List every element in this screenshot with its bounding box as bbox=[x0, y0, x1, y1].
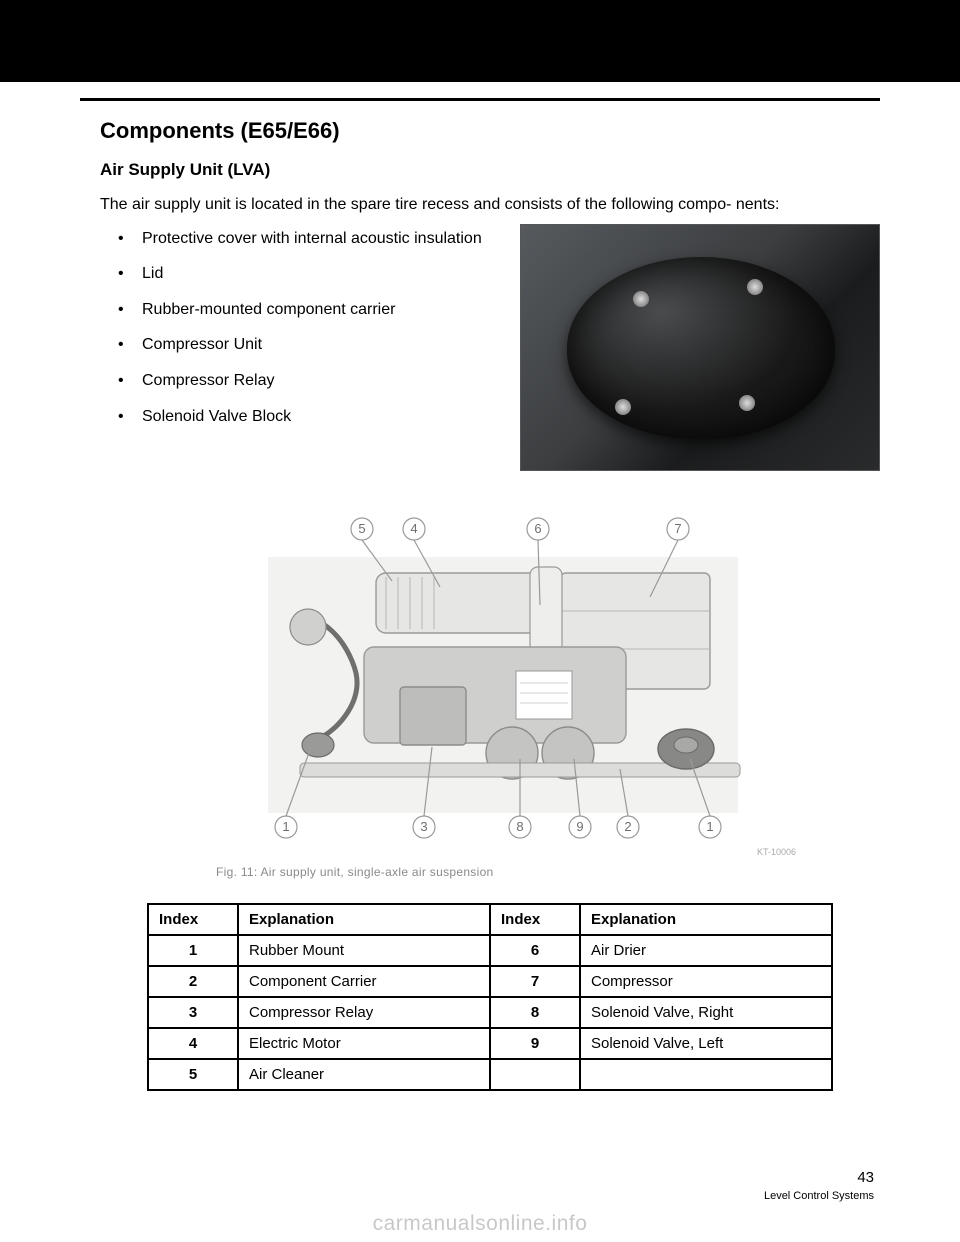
diagram-kt-code: KT-10006 bbox=[757, 847, 796, 857]
list-item: Compressor Unit bbox=[124, 334, 496, 356]
table-cell-explanation: Solenoid Valve, Right bbox=[580, 997, 832, 1028]
callout-number: 1 bbox=[282, 819, 289, 834]
table-cell-explanation: Electric Motor bbox=[238, 1028, 490, 1059]
top-rule bbox=[80, 98, 880, 101]
table-cell-index: 2 bbox=[148, 966, 238, 997]
table-row: 4Electric Motor9Solenoid Valve, Left bbox=[148, 1028, 832, 1059]
diagram-svg: 5 4 6 7 1 3 8 9 2 1 bbox=[180, 501, 800, 861]
page: Components (E65/E66) Air Supply Unit (LV… bbox=[0, 0, 960, 1242]
callout-number: 2 bbox=[624, 819, 631, 834]
callout-number: 1 bbox=[706, 819, 713, 834]
intro-paragraph: The air supply unit is located in the sp… bbox=[100, 194, 880, 216]
subsection-heading: Air Supply Unit (LVA) bbox=[100, 160, 880, 180]
table-row: 5Air Cleaner bbox=[148, 1059, 832, 1090]
table-cell-explanation: Component Carrier bbox=[238, 966, 490, 997]
index-table: Index Explanation Index Explanation 1Rub… bbox=[147, 903, 833, 1091]
photo-bolt-icon bbox=[739, 395, 755, 411]
table-cell-index bbox=[490, 1059, 580, 1090]
two-column-row: Protective cover with internal acoustic … bbox=[100, 224, 880, 471]
table-cell-index: 3 bbox=[148, 997, 238, 1028]
callout-number: 9 bbox=[576, 819, 583, 834]
callout-number: 7 bbox=[674, 521, 681, 536]
table-cell-explanation bbox=[580, 1059, 832, 1090]
page-footer-title: Level Control Systems bbox=[764, 1190, 874, 1202]
callout-number: 5 bbox=[358, 521, 365, 536]
bullet-list: Protective cover with internal acoustic … bbox=[100, 224, 496, 442]
content-area: Components (E65/E66) Air Supply Unit (LV… bbox=[100, 118, 880, 1091]
list-item: Protective cover with internal acoustic … bbox=[124, 228, 496, 250]
table-row: 1Rubber Mount6Air Drier bbox=[148, 935, 832, 966]
list-item: Solenoid Valve Block bbox=[124, 406, 496, 428]
diagram-caption: Fig. 11: Air supply unit, single-axle ai… bbox=[180, 865, 800, 879]
table-cell-index: 6 bbox=[490, 935, 580, 966]
table-cell-explanation: Air Drier bbox=[580, 935, 832, 966]
table-header-row: Index Explanation Index Explanation bbox=[148, 904, 832, 935]
top-black-bar bbox=[0, 0, 960, 82]
diagram-wrap: 5 4 6 7 1 3 8 9 2 1 KT-10006 Fig. 11: Air supply … bbox=[180, 501, 800, 879]
list-item: Lid bbox=[124, 263, 496, 285]
table-cell-index: 1 bbox=[148, 935, 238, 966]
photo-protective-cover bbox=[520, 224, 880, 471]
photo-bolt-icon bbox=[747, 279, 763, 295]
table-header: Index bbox=[148, 904, 238, 935]
table-cell-explanation: Solenoid Valve, Left bbox=[580, 1028, 832, 1059]
table-cell-index: 5 bbox=[148, 1059, 238, 1090]
table-cell-explanation: Air Cleaner bbox=[238, 1059, 490, 1090]
table-header: Explanation bbox=[238, 904, 490, 935]
callout-number: 3 bbox=[420, 819, 427, 834]
photo-bolt-icon bbox=[633, 291, 649, 307]
diagram-air-supply-unit: 5 4 6 7 1 3 8 9 2 1 KT-10006 bbox=[180, 501, 800, 861]
photo-bolt-icon bbox=[615, 399, 631, 415]
list-item: Compressor Relay bbox=[124, 370, 496, 392]
callout-number: 4 bbox=[410, 521, 417, 536]
photo-cover-shape bbox=[567, 257, 835, 439]
page-number: 43 bbox=[857, 1169, 874, 1186]
table-header: Explanation bbox=[580, 904, 832, 935]
table-row: 2Component Carrier7Compressor bbox=[148, 966, 832, 997]
section-heading: Components (E65/E66) bbox=[100, 118, 880, 144]
table-cell-explanation: Rubber Mount bbox=[238, 935, 490, 966]
table-cell-index: 9 bbox=[490, 1028, 580, 1059]
table-cell-index: 8 bbox=[490, 997, 580, 1028]
table-cell-index: 4 bbox=[148, 1028, 238, 1059]
table-cell-index: 7 bbox=[490, 966, 580, 997]
table-row: 3Compressor Relay8Solenoid Valve, Right bbox=[148, 997, 832, 1028]
table-cell-explanation: Compressor Relay bbox=[238, 997, 490, 1028]
callout-number: 8 bbox=[516, 819, 523, 834]
table-header: Index bbox=[490, 904, 580, 935]
callout-number: 6 bbox=[534, 521, 541, 536]
table-cell-explanation: Compressor bbox=[580, 966, 832, 997]
watermark: carmanualsonline.info bbox=[0, 1212, 960, 1236]
list-item: Rubber-mounted component carrier bbox=[124, 299, 496, 321]
